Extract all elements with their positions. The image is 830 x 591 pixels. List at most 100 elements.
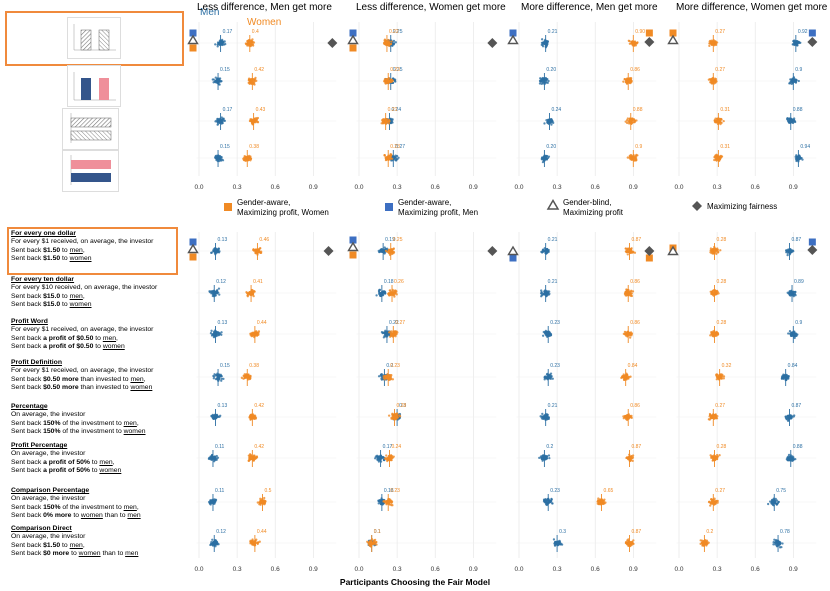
women-point: [388, 158, 391, 161]
women-point: [624, 332, 627, 336]
men-point: [540, 38, 544, 41]
x-tick-label: 0.0: [674, 566, 683, 573]
women-point: [716, 247, 719, 250]
men-point: [215, 248, 218, 251]
women-point: [631, 290, 635, 293]
x-tick-label: 0.9: [789, 566, 798, 573]
women-point: [253, 417, 256, 421]
women-mean-label: 0.42: [254, 403, 264, 409]
women-point: [389, 333, 393, 336]
women-mean-label: 0.1: [374, 529, 381, 535]
men-point: [540, 456, 544, 460]
men-point: [214, 290, 217, 293]
women-point: [708, 42, 711, 45]
men-point: [397, 156, 400, 159]
women-point: [716, 251, 720, 254]
women-point: [383, 378, 386, 381]
women-point: [620, 376, 623, 380]
men-point: [211, 538, 214, 541]
women-point: [245, 290, 248, 294]
women-point: [383, 154, 386, 157]
men-point: [214, 156, 217, 159]
women-point: [247, 373, 250, 376]
women-point: [716, 332, 719, 335]
women-point: [714, 121, 717, 124]
women-point: [256, 501, 259, 504]
women-mean-label: 0.86: [630, 67, 640, 73]
women-point: [375, 543, 378, 546]
x-tick-label: 0.9: [309, 184, 318, 191]
women-point: [623, 78, 626, 81]
men-mean-label: 0.11: [215, 444, 225, 450]
women-point: [709, 413, 712, 417]
thumb-hbar-pink: [71, 160, 111, 169]
men-point: [772, 543, 775, 546]
women-mean-label: 0.86: [630, 279, 640, 285]
condition-line: Sent back $0 more to women than to men: [11, 550, 139, 558]
thumb-hbar-1: [70, 117, 112, 128]
women-point: [710, 249, 713, 252]
women-point: [388, 79, 391, 82]
men-point: [214, 80, 217, 83]
women-point: [255, 117, 258, 120]
women-mean-label: 0.44: [257, 320, 267, 326]
men-point: [377, 290, 381, 294]
men-point: [544, 332, 547, 336]
men-point: [377, 499, 380, 503]
women-point: [388, 499, 391, 502]
condition-line: On average, the investor: [11, 450, 86, 458]
condition-line: Sent back 150% of the investment to men,: [11, 419, 139, 427]
men-point: [543, 378, 546, 381]
marker-women-aware: [349, 251, 357, 259]
women-point: [631, 117, 634, 121]
women-point: [389, 289, 392, 292]
women-point: [624, 247, 627, 250]
women-point: [625, 541, 628, 544]
men-point: [797, 79, 800, 83]
x-tick-label: 0.6: [751, 184, 760, 191]
marker-max-fairness: [807, 37, 818, 47]
women-point: [392, 252, 395, 255]
men-point: [546, 156, 550, 160]
men-point: [791, 249, 794, 252]
women-point: [630, 544, 633, 547]
x-tick-label: 0.0: [354, 184, 363, 191]
men-mean-label: 0.21: [548, 29, 558, 35]
women-point: [257, 331, 260, 335]
men-point: [394, 159, 398, 162]
men-point: [543, 40, 546, 44]
marker-women-aware: [645, 254, 653, 262]
men-point: [216, 123, 219, 126]
women-point: [258, 503, 261, 506]
women-point: [392, 247, 395, 250]
men-point: [219, 374, 222, 377]
panel-3: 0.0 0.3 0.6 0.90.21 0.900.20 0.860.24 0.880.20…: [507, 22, 657, 191]
women-mean-label: 0.28: [717, 279, 727, 285]
women-point: [390, 417, 393, 420]
men-point: [542, 157, 545, 160]
men-point: [545, 376, 548, 379]
condition-title: For every one dollar: [11, 230, 76, 237]
men-mean-label: 0.3: [399, 403, 406, 409]
men-point: [377, 249, 380, 253]
men-point: [221, 43, 224, 47]
men-point: [545, 373, 549, 376]
men-point: [790, 414, 793, 418]
women-mean-label: 0.28: [717, 444, 727, 450]
men-point: [223, 40, 226, 43]
condition-line: Sent back a profit of $0.50 to men,: [11, 334, 118, 342]
panel-title-1: Less difference, Men get more: [197, 2, 332, 13]
men-point: [794, 81, 798, 84]
x-tick-label: 0.3: [713, 566, 722, 573]
women-point: [249, 81, 253, 85]
condition-title: Profit Percentage: [11, 442, 68, 449]
thumb-hbar-blue: [71, 173, 111, 182]
men-mean-label: 0.92: [798, 29, 808, 35]
men-mean-label: 0.20: [546, 144, 556, 150]
women-point: [383, 39, 386, 42]
men-mean-label: 0.15: [220, 363, 230, 369]
women-mean-label: 0.27: [715, 67, 725, 73]
women-point: [251, 40, 254, 43]
legend-marker: [546, 199, 560, 210]
